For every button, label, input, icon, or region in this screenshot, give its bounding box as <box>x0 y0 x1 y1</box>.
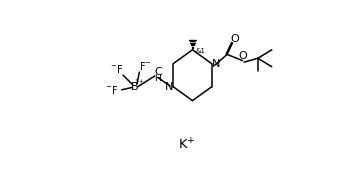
Text: O: O <box>238 51 247 61</box>
Text: O: O <box>230 34 239 44</box>
Text: F$^{-}$: F$^{-}$ <box>139 60 152 72</box>
Text: N: N <box>164 82 173 92</box>
Text: $^{-}$F: $^{-}$F <box>105 84 118 96</box>
Text: $^{-}$F: $^{-}$F <box>110 63 123 75</box>
Text: $^{3+}$: $^{3+}$ <box>135 78 146 87</box>
Text: K$^{+}$: K$^{+}$ <box>178 137 195 152</box>
Text: H: H <box>154 74 161 83</box>
Text: N: N <box>212 59 221 69</box>
Text: B: B <box>131 82 139 92</box>
Text: C: C <box>154 67 162 77</box>
Text: &1: &1 <box>195 48 205 54</box>
